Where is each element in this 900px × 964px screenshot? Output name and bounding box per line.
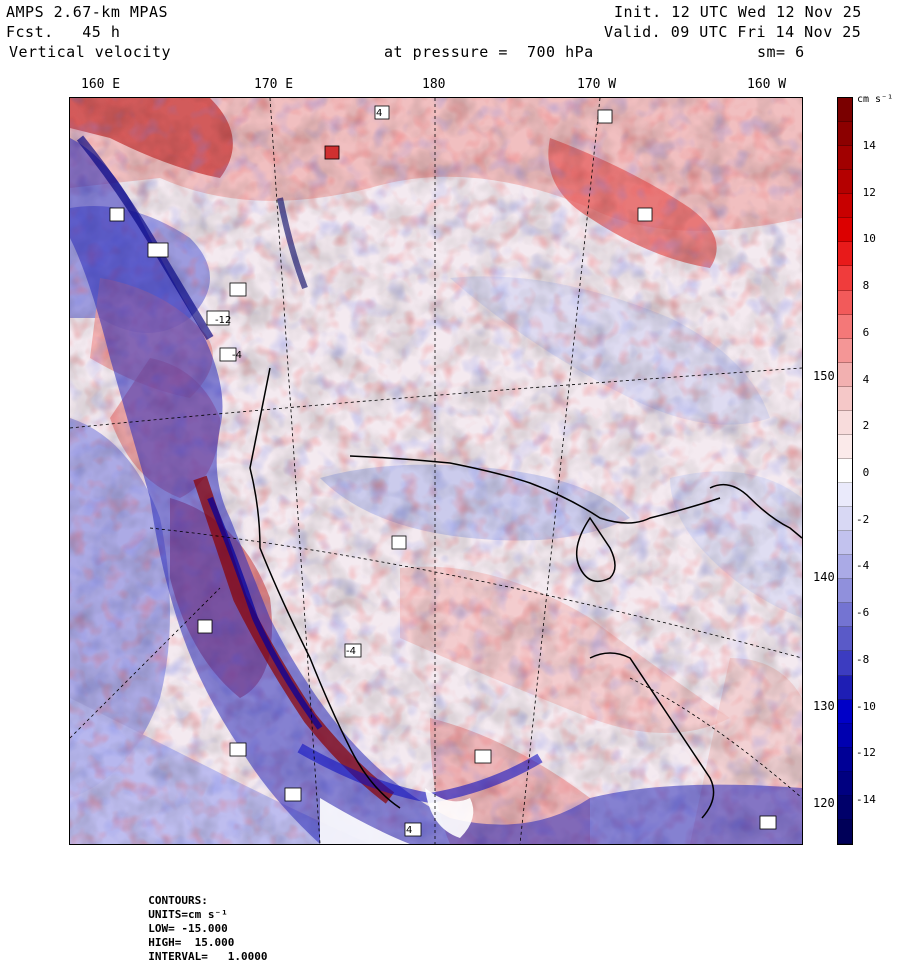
forecast-hour: Fcst. 45 h [6,23,121,41]
colorbar-segment [838,699,852,724]
colorbar-segment [838,603,852,628]
colorbar-tick-label: -4 [856,559,870,573]
lon-label-170w: 170 W [577,77,617,92]
ice-patch-2 [425,788,474,838]
colorbar-segment [838,627,852,652]
colorbar-segment [838,266,852,291]
model-title: AMPS 2.67-km MPAS [6,3,169,21]
colorbar-segment [838,98,852,123]
colorbar-tick-label: 0 [856,466,870,479]
colorbar-segment [838,434,852,459]
colorbar-tick-label: -8 [856,652,870,666]
valid-time: Valid. 09 UTC Fri 14 Nov 25 [604,23,862,41]
colorbar-tick-label: 10 [856,232,876,246]
colorbar-segment [838,579,852,604]
map-canvas: 4 -12 -4 -4 4 [70,98,802,844]
contour-interval: INTERVAL= 1.0000 [148,950,268,963]
colorbar-segment [838,483,852,508]
init-time: Init. 12 UTC Wed 12 Nov 25 [614,3,862,21]
pressure-level: at pressure = 700 hPa [384,43,594,61]
lon-label-170e: 170 E [254,77,294,92]
colorbar-segment [838,290,852,315]
colorbar-segment [838,338,852,363]
lon-label-180: 180 [422,77,446,92]
colorbar-tick-label: -10 [856,699,876,713]
colorbar-segment [838,362,852,387]
colorbar-segment [838,242,852,267]
colorbar-segment [838,651,852,676]
colorbar-segment [838,795,852,820]
extrema-labels: 4 -12 -4 -4 4 [215,108,412,836]
colorbar-tick-label: -12 [856,746,876,760]
colorbar-segment [838,386,852,411]
contour-units: UNITS=cm s⁻¹ [148,908,228,921]
colorbar-segment [838,723,852,748]
colorbar-segment [838,146,852,171]
extremum-label: -4 [232,350,242,361]
extremum-label: 4 [376,108,382,119]
colorbar-segment [838,170,852,195]
colorbar-segment [838,314,852,339]
colorbar-segment [838,531,852,556]
coastlines [249,367,802,819]
colorbar-segment [838,771,852,796]
colorbar-segment [838,507,852,532]
extrema-markers [109,105,777,837]
colorbar-unit: cm s⁻¹ [857,94,894,105]
colorbar-segment [838,747,852,772]
vertical-velocity-map: 4 -12 -4 -4 4 [69,97,803,845]
extremum-label: -4 [346,646,356,657]
colorbar-segment [838,218,852,243]
smoothing-value: sm= 6 [757,43,805,61]
contour-low: LOW= -15.000 [148,922,228,935]
colorbar-tick-label: 8 [856,279,870,293]
contours-label: CONTOURS: [148,894,208,907]
ice-patch [320,798,410,844]
extremum-label: 4 [406,825,412,836]
lon-label-160e: 160 E [81,77,121,92]
colorbar-tick-label: 4 [856,372,870,386]
colorbar-tick-label: 2 [856,419,870,433]
colorbar-segment [838,194,852,219]
mountain-velocity-band [70,135,802,844]
colorbar-segment [838,410,852,435]
graticule [70,98,802,844]
lon-label-160w: 160 W [747,77,787,92]
colorbar-segment [838,819,852,844]
field-name: Vertical velocity [9,43,172,61]
colorbar-tick-label: 6 [856,325,870,339]
colorbar-tick-label: 14 [856,139,876,152]
colorbar-segment [838,675,852,700]
colorbar-segment [838,555,852,580]
extremum-label: -12 [215,315,231,326]
contour-high: HIGH= 15.000 [148,936,235,949]
colorbar-segment [838,122,852,147]
colorbar-tick-label: 12 [856,185,876,199]
colorbar-tick-label: -2 [856,512,870,526]
colorbar-segment [838,458,852,483]
contour-info: CONTOURS: UNITS=cm s⁻¹ LOW= -15.000 HIGH… [135,880,279,964]
colorbar [837,97,853,845]
colorbar-tick-label: -14 [856,793,876,806]
colorbar-tick-label: -6 [856,606,870,620]
